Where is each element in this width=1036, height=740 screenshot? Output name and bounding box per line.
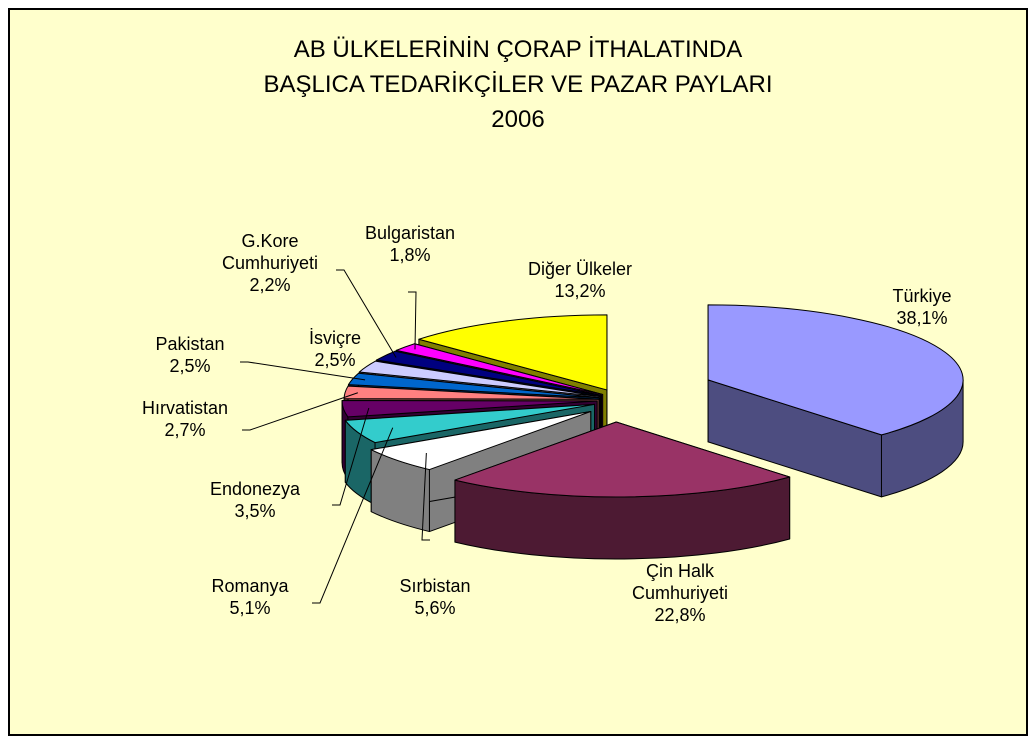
data-label: Pakistan 2,5% — [155, 333, 224, 377]
label-name: G.Kore Cumhuriyeti — [221, 231, 319, 273]
label-name: Bulgaristan — [364, 223, 456, 243]
slice-top — [344, 403, 596, 444]
slice-top — [341, 400, 598, 418]
data-label: Romanya 5,1% — [211, 575, 288, 619]
data-label: Hırvatistan 2,7% — [142, 397, 228, 441]
leader-line — [312, 427, 394, 604]
slice-top — [454, 421, 791, 498]
label-value: 2,7% — [164, 420, 206, 440]
chart-title: 2006 — [491, 106, 545, 133]
slice-top — [707, 304, 964, 436]
chart-title: BAŞLICA TEDARİKÇİLER VE PAZAR PAYLARI — [263, 71, 773, 98]
label-value: 1,8% — [389, 245, 431, 265]
label-name: Türkiye — [892, 286, 952, 306]
label-name: Hırvatistan — [141, 398, 229, 418]
data-label: İsviçre 2,5% — [309, 327, 361, 371]
label-name: Pakistan — [155, 334, 225, 354]
leader-line — [240, 361, 366, 381]
data-label: Bulgaristan 1,8% — [365, 222, 455, 266]
data-label: Sırbistan 5,6% — [399, 575, 470, 619]
label-name: Sırbistan — [399, 576, 471, 596]
label-value: 5,6% — [414, 598, 456, 618]
slice-top — [347, 372, 601, 399]
data-label: Çin Halk Cumhuriyeti 22,8% — [620, 560, 740, 626]
label-value: 2,5% — [314, 350, 356, 370]
data-label: Endonezya 3,5% — [210, 478, 300, 522]
label-value: 5,1% — [229, 598, 271, 618]
leader-line — [336, 269, 397, 358]
leader-line — [421, 453, 430, 541]
slice-top — [343, 385, 600, 400]
data-label: Diğer Ülkeler 13,2% — [528, 258, 632, 302]
slice-top — [395, 343, 604, 395]
label-name: Diğer Ülkeler — [527, 259, 633, 279]
label-name: Endonezya — [209, 479, 301, 499]
pie-slice — [454, 421, 791, 560]
slice-top — [375, 350, 602, 396]
chart-title: AB ÜLKELERİNİN ÇORAP İTHALATINDA — [293, 36, 743, 63]
data-label: G.Kore Cumhuriyeti 2,2% — [215, 230, 325, 296]
data-label: Türkiye 38,1% — [892, 285, 951, 329]
pie-slice — [707, 304, 964, 498]
label-value: 2,5% — [169, 356, 211, 376]
slice-top — [358, 360, 601, 397]
label-name: İsviçre — [308, 328, 362, 348]
label-value: 2,2% — [249, 275, 291, 295]
label-value: 13,2% — [554, 281, 606, 301]
label-value: 22,8% — [654, 605, 706, 625]
label-value: 38,1% — [896, 308, 948, 328]
leader-line — [408, 291, 417, 350]
leader-line — [332, 407, 370, 506]
leader-line — [242, 392, 358, 431]
label-name: Çin Halk Cumhuriyeti — [631, 561, 729, 603]
label-value: 3,5% — [234, 501, 276, 521]
slice-top — [418, 314, 608, 391]
label-name: Romanya — [211, 576, 289, 596]
